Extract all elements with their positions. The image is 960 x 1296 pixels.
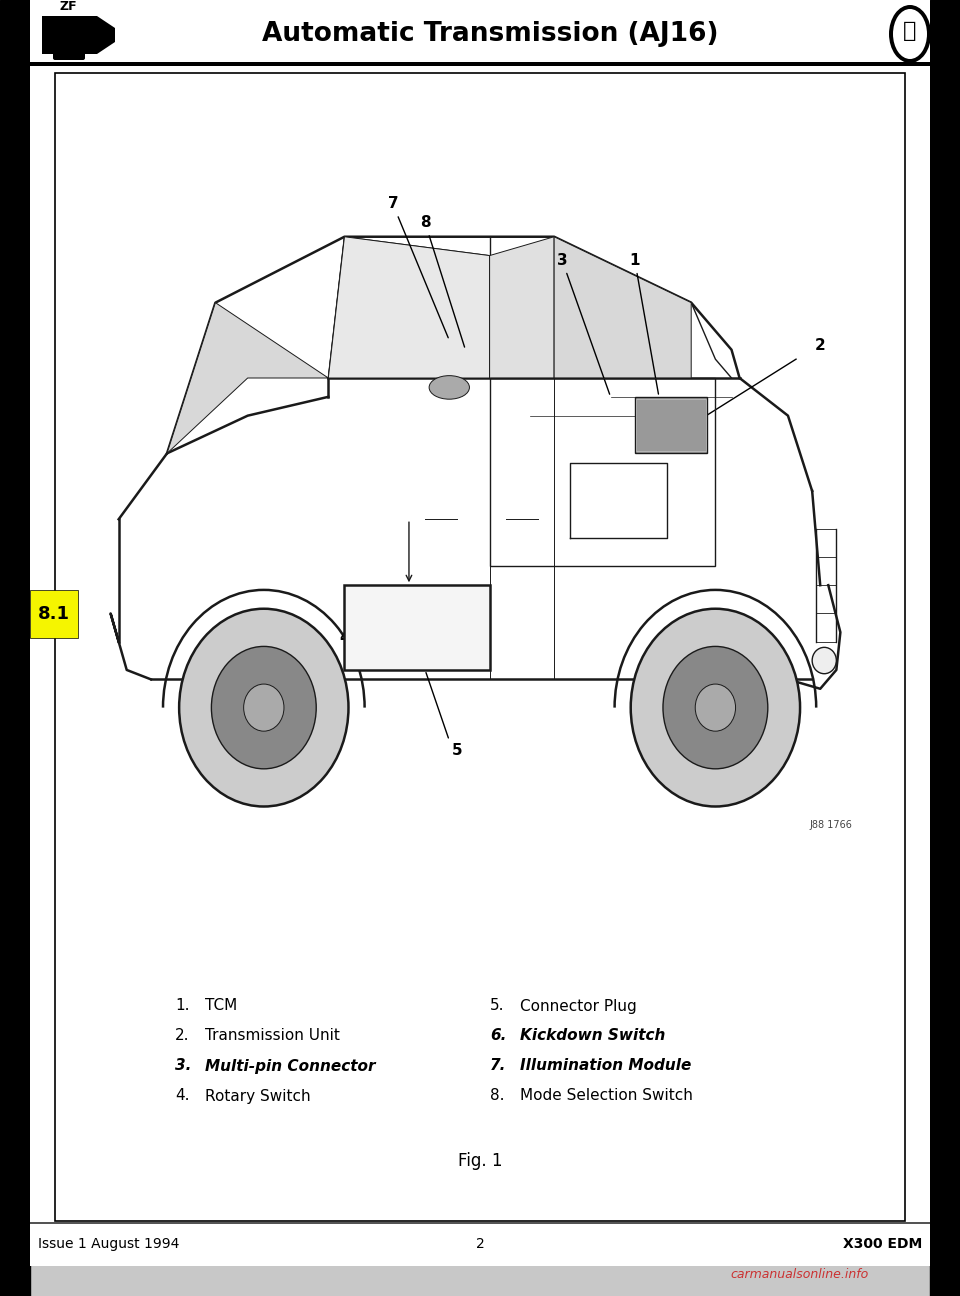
Polygon shape xyxy=(328,237,490,378)
Bar xyxy=(42,16,97,54)
Text: Automatic Transmission (AJ16): Automatic Transmission (AJ16) xyxy=(262,21,718,47)
Text: 8.1: 8.1 xyxy=(38,605,70,623)
FancyBboxPatch shape xyxy=(53,45,85,60)
Text: 3.: 3. xyxy=(175,1059,191,1073)
Circle shape xyxy=(631,609,800,806)
Bar xyxy=(490,378,715,566)
Text: Fig. 1: Fig. 1 xyxy=(458,1152,502,1170)
Bar xyxy=(635,397,708,454)
Text: 6.: 6. xyxy=(490,1029,506,1043)
Polygon shape xyxy=(490,237,554,378)
Bar xyxy=(30,0,930,64)
Text: 7: 7 xyxy=(388,197,448,338)
Text: Issue 1 August 1994: Issue 1 August 1994 xyxy=(38,1236,180,1251)
Text: 4.: 4. xyxy=(175,1089,189,1103)
Text: 8: 8 xyxy=(420,215,465,347)
Text: 2: 2 xyxy=(475,1236,485,1251)
Bar xyxy=(345,586,490,670)
Bar xyxy=(636,399,706,451)
Circle shape xyxy=(244,684,284,731)
Text: Rotary Switch: Rotary Switch xyxy=(205,1089,311,1103)
Text: Mode Selection Switch: Mode Selection Switch xyxy=(520,1089,693,1103)
Text: 1: 1 xyxy=(630,253,659,394)
Ellipse shape xyxy=(812,647,836,674)
Text: TCM: TCM xyxy=(205,998,237,1013)
Text: 3: 3 xyxy=(557,253,610,394)
Bar xyxy=(30,62,930,66)
Polygon shape xyxy=(97,16,115,54)
Text: 8.: 8. xyxy=(490,1089,505,1103)
Ellipse shape xyxy=(429,376,469,399)
Bar xyxy=(55,73,905,1221)
Text: Connector Plug: Connector Plug xyxy=(520,998,636,1013)
Text: Multi-pin Connector: Multi-pin Connector xyxy=(205,1059,375,1073)
Circle shape xyxy=(695,684,735,731)
Text: 1.: 1. xyxy=(175,998,189,1013)
Text: X300 EDM: X300 EDM xyxy=(843,1236,922,1251)
Text: 🦁: 🦁 xyxy=(903,21,917,41)
Text: 6: 6 xyxy=(403,630,415,644)
Polygon shape xyxy=(167,303,328,454)
Bar xyxy=(930,0,960,1296)
Circle shape xyxy=(663,647,768,769)
Ellipse shape xyxy=(889,5,931,64)
Ellipse shape xyxy=(893,9,927,60)
Text: 2.: 2. xyxy=(175,1029,189,1043)
Bar xyxy=(0,0,30,1296)
Circle shape xyxy=(211,647,316,769)
Text: Illumination Module: Illumination Module xyxy=(520,1059,691,1073)
Polygon shape xyxy=(554,237,691,378)
Text: 5: 5 xyxy=(452,743,463,758)
Text: J88 1766: J88 1766 xyxy=(809,820,852,829)
Text: Kickdown Switch: Kickdown Switch xyxy=(520,1029,665,1043)
Bar xyxy=(30,1222,930,1223)
Text: Transmission Unit: Transmission Unit xyxy=(205,1029,340,1043)
Text: carmanualsonline.info: carmanualsonline.info xyxy=(731,1267,869,1280)
Text: 2: 2 xyxy=(815,338,826,353)
Text: 7.: 7. xyxy=(490,1059,506,1073)
Text: 4: 4 xyxy=(339,630,349,644)
Bar xyxy=(30,590,78,638)
Text: ZF: ZF xyxy=(60,0,78,13)
Circle shape xyxy=(180,609,348,806)
Text: 5.: 5. xyxy=(490,998,505,1013)
